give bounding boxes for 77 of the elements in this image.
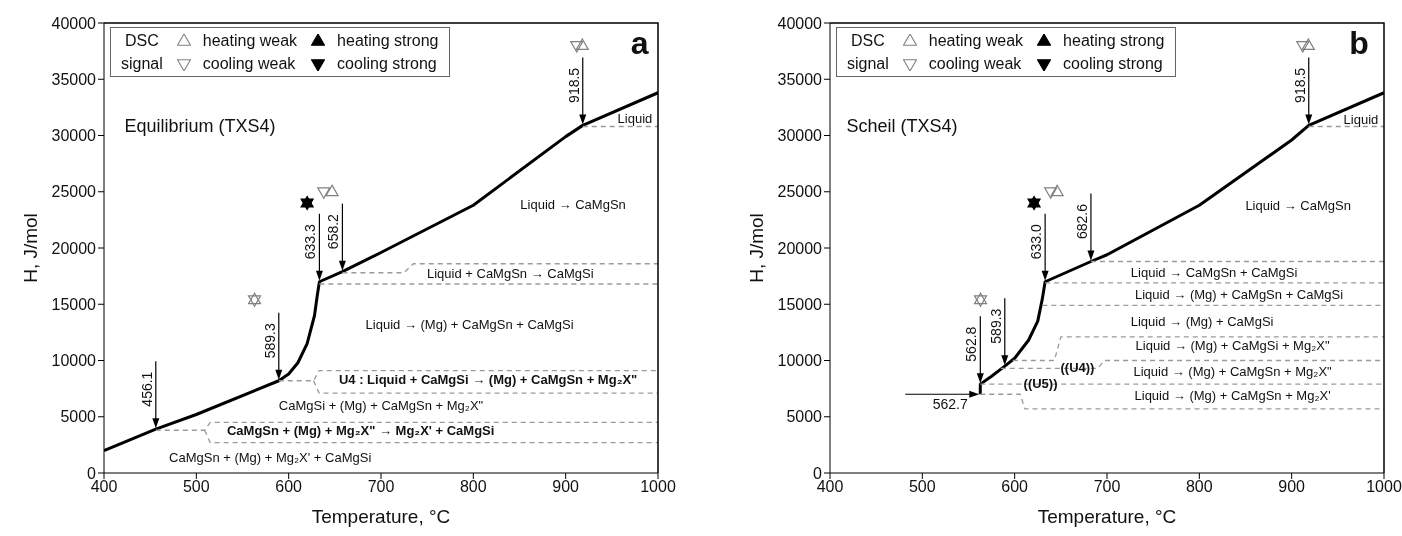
annotation: 562.7: [932, 396, 968, 413]
x-tick-label: 900: [552, 478, 580, 496]
x-tick-label: 400: [90, 478, 118, 496]
y-tick-label: 20000: [51, 239, 97, 257]
legend-label: heating weak: [202, 31, 298, 51]
annotation: Liquid: [1343, 112, 1379, 128]
y-axis-title: H, J/mol: [19, 213, 41, 283]
annotation: 918.5: [565, 67, 582, 103]
x-tick-label: 1000: [640, 478, 676, 496]
y-tick-label: 15000: [777, 295, 823, 313]
annotation: 589.3: [261, 323, 278, 359]
x-tick-label: 500: [182, 478, 210, 496]
x-tick-label: 800: [459, 478, 487, 496]
annotation: 456.1: [138, 371, 155, 407]
y-tick-label: 10000: [51, 352, 97, 370]
annotation: 633.3: [302, 224, 319, 260]
y-tick-label: 30000: [777, 127, 823, 145]
annotation: Liquid → (Mg) + CaMgSi + Mg₂X": [1135, 338, 1330, 354]
x-tick-label: 800: [1185, 478, 1213, 496]
legend-label: heating weak: [928, 31, 1024, 51]
y-tick-label: 25000: [777, 183, 823, 201]
y-tick-label: 25000: [51, 183, 97, 201]
annotation: Liquid → (Mg) + CaMgSn + Mg₂X": [1133, 363, 1333, 379]
x-tick-label: 900: [1278, 478, 1306, 496]
x-tick-label: 500: [908, 478, 936, 496]
annotation: 658.2: [325, 213, 342, 250]
legend-title: DSC signal: [121, 31, 163, 74]
annotation: Scheil (TXS4): [846, 116, 958, 137]
y-tick-label: 40000: [777, 14, 823, 32]
x-axis-title: Temperature, °C: [1037, 506, 1177, 527]
annotation: Equilibrium (TXS4): [124, 115, 276, 136]
annotation: U4 : Liquid + CaMgSi → (Mg) + CaMgSn + Mg₂X": [338, 372, 638, 388]
legend-label: cooling strong: [337, 54, 437, 74]
x-axis-title: Temperature, °C: [311, 506, 451, 527]
y-tick-label: 35000: [777, 70, 823, 88]
x-tick-label: 1000: [1366, 478, 1402, 496]
annotation: Liquid → (Mg) + CaMgSn + CaMgSi: [365, 317, 574, 333]
legend-label: cooling strong: [1063, 54, 1163, 74]
legend-label: cooling weak: [928, 54, 1022, 74]
annotation: Liquid → (Mg) + CaMgSn + CaMgSi: [1134, 287, 1344, 303]
annotation: Liquid → (Mg) + CaMgSn + Mg₂X': [1134, 387, 1331, 403]
annotation: b: [1349, 24, 1369, 61]
y-tick-label: 5000: [786, 408, 823, 426]
y-tick-label: 5000: [60, 408, 97, 426]
y-tick-label: 20000: [777, 239, 823, 257]
x-tick-label: 700: [367, 478, 395, 496]
x-tick-label: 600: [1001, 478, 1029, 496]
annotation: CaMgSi + (Mg) + CaMgSn + Mg₂X": [278, 398, 484, 414]
annotation: Liquid + CaMgSn → CaMgSi: [426, 265, 594, 281]
annotation: 918.5: [1291, 67, 1308, 103]
annotation: ((U5)): [1023, 375, 1058, 391]
x-tick-label: 400: [816, 478, 844, 496]
y-tick-label: 15000: [51, 295, 97, 313]
y-tick-label: 40000: [51, 14, 97, 32]
legend-label: heating strong: [337, 31, 439, 51]
annotation: Liquid → (Mg) + CaMgSi: [1130, 314, 1274, 330]
y-tick-label: 10000: [777, 352, 823, 370]
y-axis-title: H, J/mol: [745, 213, 767, 283]
annotation: CaMgSn + (Mg) + Mg₂X' + CaMgSi: [169, 449, 372, 465]
legend-title: DSC signal: [847, 31, 889, 74]
annotation: 562.8: [963, 326, 980, 362]
annotation: Liquid → CaMgSn: [1245, 197, 1351, 213]
annotation: 589.3: [987, 308, 1004, 344]
y-tick-label: 30000: [51, 127, 97, 145]
annotation: Liquid: [617, 111, 653, 127]
annotation: a: [630, 24, 649, 61]
legend-label: cooling weak: [202, 54, 296, 74]
x-tick-label: 600: [275, 478, 303, 496]
annotation: Liquid → CaMgSn: [520, 196, 626, 212]
x-tick-label: 700: [1093, 478, 1121, 496]
annotation: Liquid → CaMgSn + CaMgSi: [1130, 264, 1298, 280]
annotation: 633.0: [1028, 224, 1045, 260]
y-tick-label: 35000: [51, 70, 97, 88]
annotation: 682.6: [1073, 203, 1090, 240]
annotation: ((U4)): [1060, 359, 1095, 375]
legend-label: heating strong: [1063, 31, 1165, 51]
annotation: CaMgSn + (Mg) + Mg₂X" → Mg₂X' + CaMgSi: [226, 423, 495, 439]
